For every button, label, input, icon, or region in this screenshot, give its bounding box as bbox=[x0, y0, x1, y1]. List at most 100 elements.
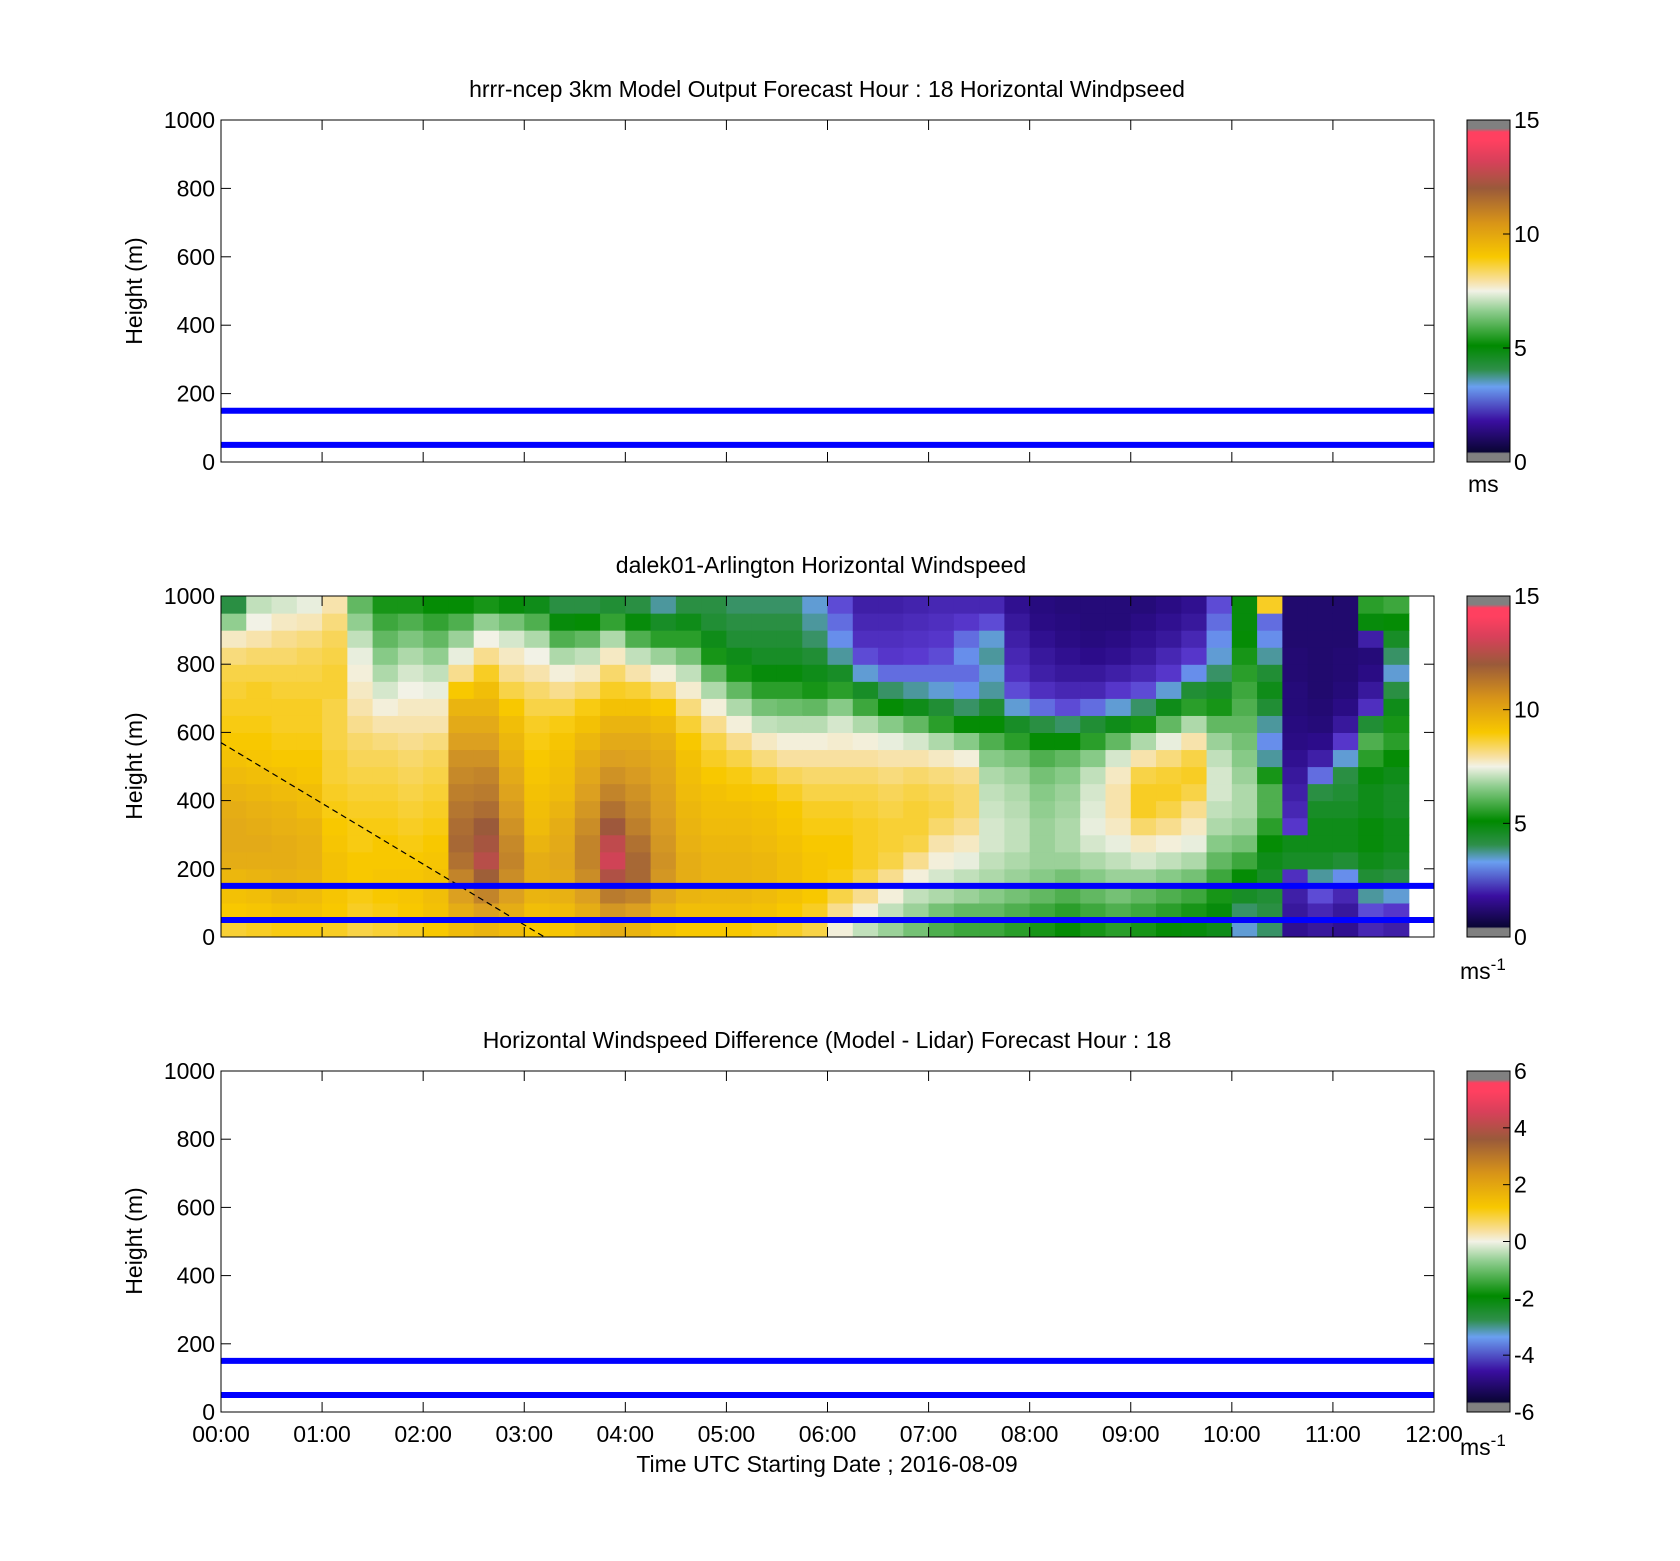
heatmap-cell bbox=[423, 868, 450, 887]
heatmap-cell bbox=[524, 732, 551, 751]
heatmap-cell bbox=[650, 885, 677, 904]
heatmap-cell bbox=[397, 885, 424, 904]
heatmap-cell bbox=[1054, 800, 1081, 819]
heatmap-cell bbox=[1029, 851, 1056, 870]
heatmap-cell bbox=[751, 749, 778, 768]
heatmap-cell bbox=[1029, 664, 1056, 682]
heatmap-cell bbox=[726, 647, 753, 665]
heatmap-cell bbox=[473, 647, 500, 665]
heatmap-cell bbox=[1080, 749, 1107, 768]
heatmap-cell bbox=[1206, 749, 1233, 768]
heatmap-cell bbox=[979, 817, 1005, 836]
heatmap-cell bbox=[1332, 800, 1359, 819]
heatmap-cell bbox=[1206, 766, 1233, 785]
y-tick-label: 600 bbox=[177, 244, 215, 270]
heatmap-cell bbox=[1332, 834, 1359, 853]
heatmap-cell bbox=[1080, 596, 1107, 614]
heatmap-cell bbox=[246, 902, 273, 921]
heatmap-cell bbox=[600, 613, 626, 631]
heatmap-cell bbox=[498, 902, 525, 921]
heatmap-cell bbox=[246, 817, 273, 836]
heatmap-cell bbox=[1156, 817, 1182, 836]
heatmap-cell bbox=[1054, 766, 1081, 785]
heatmap-cell bbox=[498, 732, 525, 751]
heatmap-cell bbox=[928, 783, 955, 802]
colorbar-tick-label: 5 bbox=[1514, 335, 1527, 361]
heatmap-cell bbox=[574, 596, 601, 614]
heatmap-cell bbox=[953, 800, 980, 819]
heatmap-cell bbox=[776, 902, 803, 921]
colorbar-tick-label: 10 bbox=[1514, 221, 1540, 247]
heatmap-cell bbox=[979, 868, 1005, 887]
heatmap-cell bbox=[1257, 698, 1283, 716]
heatmap-cell bbox=[423, 613, 450, 631]
heatmap-cell bbox=[1206, 783, 1233, 802]
y-tick-label: 200 bbox=[177, 381, 215, 407]
heatmap-cell bbox=[347, 834, 374, 853]
heatmap-cell bbox=[1231, 817, 1258, 836]
heatmap-cell bbox=[524, 613, 551, 631]
heatmap-cell bbox=[852, 868, 879, 887]
heatmap-cell bbox=[701, 647, 728, 665]
heatmap-cell bbox=[296, 800, 323, 819]
heatmap-cell bbox=[1080, 817, 1107, 836]
heatmap-cell bbox=[347, 613, 374, 631]
heatmap-cell bbox=[372, 681, 399, 699]
heatmap-cell bbox=[675, 647, 702, 665]
heatmap-cell bbox=[423, 647, 450, 665]
heatmap-cell bbox=[1054, 596, 1081, 614]
heatmap-cell bbox=[271, 613, 298, 631]
heatmap-cell bbox=[1206, 851, 1233, 870]
heatmap-cell bbox=[574, 732, 601, 751]
heatmap-cell bbox=[827, 766, 854, 785]
heatmap-cell bbox=[979, 749, 1005, 768]
heatmap-cell bbox=[271, 681, 298, 699]
heatmap-cell bbox=[1080, 715, 1107, 733]
heatmap-cell bbox=[625, 783, 652, 802]
heatmap-cell bbox=[397, 783, 424, 802]
heatmap-cell bbox=[1105, 851, 1132, 870]
heatmap-cell bbox=[1181, 851, 1208, 870]
heatmap-cell bbox=[802, 868, 829, 887]
heatmap-cell bbox=[928, 664, 955, 682]
heatmap-cell bbox=[701, 851, 728, 870]
heatmap-cell bbox=[1029, 715, 1056, 733]
heatmap-cell bbox=[650, 868, 677, 887]
heatmap-cell bbox=[852, 749, 879, 768]
heatmap-cell bbox=[271, 647, 298, 665]
heatmap-cell bbox=[928, 817, 955, 836]
reference-lines bbox=[221, 882, 1434, 923]
heatmap-cell bbox=[1383, 664, 1410, 682]
y-tick-label: 800 bbox=[177, 175, 215, 201]
heatmap-cell bbox=[397, 698, 424, 716]
heatmap-cell bbox=[650, 647, 677, 665]
heatmap-cell bbox=[1282, 630, 1309, 648]
heatmap-cell bbox=[296, 698, 323, 716]
heatmap-cell bbox=[802, 817, 829, 836]
heatmap-cell bbox=[397, 800, 424, 819]
heatmap-cell bbox=[1332, 851, 1359, 870]
heatmap-cell bbox=[498, 766, 525, 785]
heatmap-cell bbox=[1181, 817, 1208, 836]
heatmap-cell bbox=[271, 800, 298, 819]
heatmap-cell bbox=[1130, 868, 1157, 887]
heatmap-cell bbox=[802, 885, 829, 904]
heatmap-cell bbox=[1029, 800, 1056, 819]
heatmap-cell bbox=[372, 613, 399, 631]
heatmap-cell bbox=[1054, 613, 1081, 631]
heatmap-cell bbox=[1080, 766, 1107, 785]
heatmap-cell bbox=[1004, 817, 1031, 836]
heatmap-cell bbox=[600, 766, 626, 785]
heatmap-cell bbox=[1307, 732, 1334, 751]
heatmap-cell bbox=[246, 749, 273, 768]
heatmap-cell bbox=[802, 681, 829, 699]
heatmap-cell bbox=[1080, 732, 1107, 751]
heatmap-cell bbox=[1231, 613, 1258, 631]
heatmap-cell bbox=[524, 885, 551, 904]
heatmap-cell bbox=[1054, 783, 1081, 802]
heatmap-cell bbox=[650, 613, 677, 631]
heatmap-cell bbox=[296, 766, 323, 785]
heatmap-cell bbox=[1004, 630, 1031, 648]
heatmap-cell bbox=[473, 868, 500, 887]
heatmap-cell bbox=[625, 596, 652, 614]
